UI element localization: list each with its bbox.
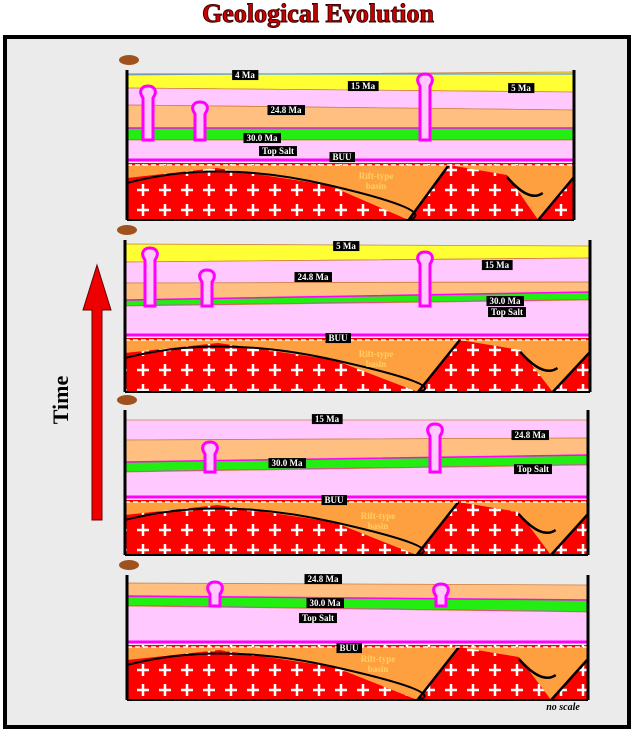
faults [415, 501, 589, 556]
diapir [139, 84, 157, 142]
title: Geological Evolution [202, 0, 434, 28]
basin-label: Rift-type [361, 654, 396, 664]
label-bg [259, 146, 297, 157]
label-bg [508, 83, 535, 94]
layer-label: 30.0 Ma [490, 296, 521, 306]
label-bg [268, 458, 306, 469]
rift-basin-right [448, 165, 574, 220]
diapir [416, 72, 434, 142]
rift-basin [125, 502, 459, 555]
time-label: Time [48, 376, 73, 425]
label-bg [486, 296, 524, 307]
diapir [432, 582, 450, 608]
diapir [416, 250, 434, 308]
layer-label: Top Salt [302, 613, 334, 623]
label-bg [481, 260, 513, 271]
rift-basin-right [458, 502, 588, 555]
label-bg [243, 133, 281, 144]
rift-basin [125, 340, 460, 392]
layer-label: 30.0 Ma [310, 598, 341, 608]
label-bg [311, 414, 343, 425]
label-bg [294, 272, 332, 283]
layer-label: 15 Ma [485, 260, 510, 270]
rift-basin [127, 165, 449, 220]
scale-note: no scale [546, 702, 580, 713]
basin-label: basin [368, 521, 389, 531]
basin-label: basin [366, 359, 387, 369]
panel-marker [119, 55, 139, 65]
basin-label: basin [366, 181, 387, 191]
label-bg [267, 105, 305, 116]
layer-label: Top Salt [491, 307, 523, 317]
rift-basin-right [459, 340, 590, 392]
layer-label: Top Salt [517, 464, 549, 474]
layer-label: 5 Ma [336, 241, 356, 251]
basin-label: Rift-type [359, 171, 394, 181]
label-bg [329, 152, 355, 163]
faults [407, 164, 575, 221]
faults [416, 646, 589, 701]
basement-top [126, 170, 417, 221]
layer-label: 15 Ma [315, 414, 340, 424]
diapir [191, 100, 209, 142]
label-bg [321, 495, 347, 506]
label-bg [325, 333, 351, 344]
label-bg [488, 307, 526, 318]
panel-walls [123, 240, 592, 392]
basin-label: Rift-type [359, 349, 394, 359]
diapir [426, 422, 444, 474]
sediment-layer [124, 257, 591, 284]
label-bg [336, 643, 362, 654]
label-bg [514, 464, 552, 475]
label-bg [299, 613, 337, 624]
layer-label: BUU [328, 333, 348, 343]
diapir [141, 246, 159, 308]
diapir [198, 268, 216, 308]
panel-walls [125, 70, 576, 220]
layer-label: 5 Ma [511, 83, 531, 93]
panel-marker [117, 395, 137, 405]
faults [416, 339, 591, 393]
layer-label: BUU [339, 643, 359, 653]
rift-basin [127, 647, 459, 700]
diapir [201, 440, 219, 474]
rift-basin-right [458, 647, 588, 700]
time-arrow [82, 263, 112, 521]
panel-walls [125, 575, 590, 700]
layer-label: 30.0 Ma [247, 133, 278, 143]
label-bg [333, 241, 360, 252]
label-bg [232, 70, 259, 81]
panel-walls [123, 410, 590, 555]
layer-label: Top Salt [262, 146, 294, 156]
layer-label: 24.8 Ma [298, 272, 329, 282]
basin-label: basin [368, 664, 389, 674]
layer-label: BUU [332, 152, 352, 162]
label-bg [304, 574, 342, 585]
layer-label: 30.0 Ma [272, 458, 303, 468]
sediment-layer [126, 605, 589, 643]
layer-label: 4 Ma [235, 70, 255, 80]
label-bg [511, 430, 549, 441]
panel-marker [119, 560, 139, 570]
basin-label: Rift-type [361, 511, 396, 521]
diapir [206, 580, 224, 608]
layer-label: BUU [324, 495, 344, 505]
layer-label: 15 Ma [351, 81, 376, 91]
layer-label: 24.8 Ma [271, 105, 302, 115]
layer-label: 24.8 Ma [515, 430, 546, 440]
label-bg [306, 598, 344, 609]
label-bg [347, 81, 379, 92]
panel-marker [117, 225, 137, 235]
layer-label: 24.8 Ma [308, 574, 339, 584]
